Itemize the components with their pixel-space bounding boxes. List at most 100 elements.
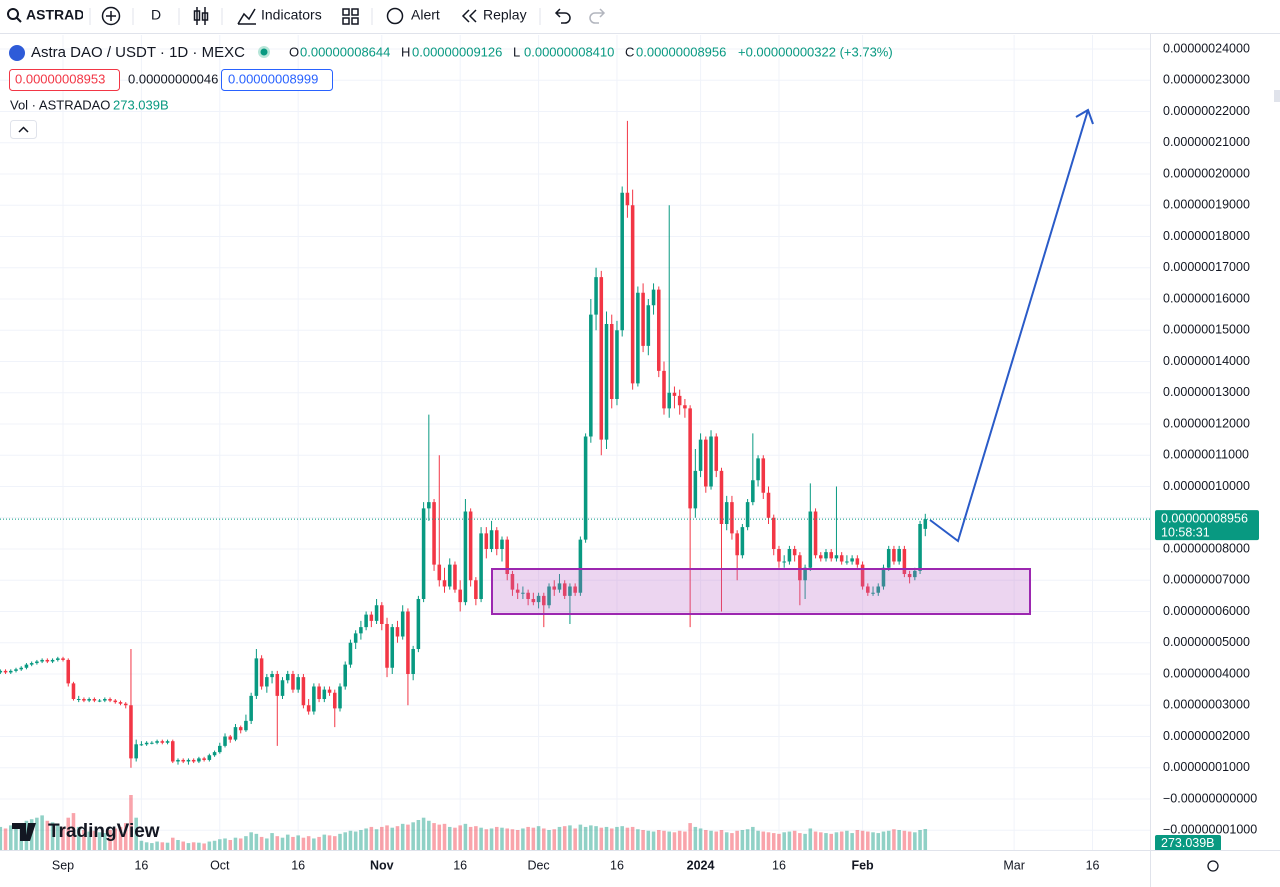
volume-bar bbox=[494, 826, 499, 850]
overlay: 0.00000024000 0.00000023000 0.00000022000 0… bbox=[0, 41, 1259, 872]
volume-bar bbox=[510, 829, 515, 850]
compare-button[interactable] bbox=[101, 6, 121, 26]
volume-bar bbox=[390, 827, 395, 850]
volume-bar bbox=[249, 832, 253, 850]
volume-bar bbox=[3, 828, 8, 850]
market-status bbox=[260, 48, 268, 56]
volume-bar bbox=[474, 826, 478, 850]
candle-body bbox=[411, 649, 415, 674]
symbol-logo bbox=[9, 45, 25, 61]
interval-button[interactable]: D bbox=[151, 7, 161, 23]
candle-body bbox=[437, 564, 442, 581]
y-tick-label: 0.00000005000 bbox=[1163, 635, 1250, 649]
candle-body bbox=[698, 439, 703, 471]
buy-button[interactable] bbox=[221, 69, 333, 91]
y-tick-label: 0.00000024000 bbox=[1163, 41, 1250, 55]
volume-bar bbox=[719, 830, 724, 850]
candle-body bbox=[118, 702, 123, 704]
candle-body bbox=[82, 699, 86, 701]
sell-button[interactable] bbox=[9, 69, 120, 91]
candle-body bbox=[463, 511, 468, 603]
redo-button[interactable] bbox=[589, 8, 606, 24]
layouts-button[interactable] bbox=[342, 8, 359, 25]
volume-bar bbox=[212, 840, 217, 850]
volume-bar bbox=[630, 826, 635, 850]
y-tick-label: −0.00000000000 bbox=[1163, 791, 1257, 805]
arrow-drawing[interactable] bbox=[929, 108, 1094, 543]
candle-body bbox=[87, 699, 91, 701]
y-tick-label: 0.00000007000 bbox=[1163, 573, 1250, 587]
volume-bar bbox=[338, 833, 342, 850]
x-tick-label: Feb bbox=[851, 858, 874, 872]
indicators-button[interactable]: Indicators bbox=[261, 7, 322, 23]
volume-bar bbox=[599, 827, 604, 850]
volume-bar bbox=[698, 828, 703, 850]
candle-body bbox=[8, 670, 13, 673]
candle-body bbox=[719, 470, 724, 524]
candle-body bbox=[745, 502, 750, 528]
symbol-search[interactable]: ASTRADAO bbox=[26, 7, 105, 23]
candle-body bbox=[322, 689, 327, 699]
candle-body bbox=[186, 759, 191, 762]
candle-body bbox=[61, 658, 65, 660]
ask-price[interactable]: 0.00000008999 bbox=[228, 71, 318, 86]
alert-icon[interactable] bbox=[386, 7, 404, 25]
candle-body bbox=[677, 395, 682, 406]
volume-bar bbox=[777, 833, 781, 850]
volume-bar bbox=[562, 826, 567, 850]
x-tick-label: 16 bbox=[453, 858, 467, 872]
candle-body bbox=[484, 533, 489, 549]
candle-body bbox=[568, 586, 572, 596]
brand-logo bbox=[12, 823, 36, 841]
alert-button[interactable]: Alert bbox=[411, 7, 440, 23]
candle-body bbox=[228, 736, 233, 740]
candle-body bbox=[207, 755, 212, 760]
volume-bar bbox=[771, 833, 776, 850]
x-tick-label: Mar bbox=[1003, 858, 1025, 872]
volume-bar bbox=[740, 830, 745, 850]
volume-bar bbox=[238, 838, 243, 850]
candle-body bbox=[259, 658, 264, 687]
candle-body bbox=[479, 533, 483, 599]
ohlc-value: 0.00000008956 bbox=[636, 44, 726, 59]
volume-bar bbox=[123, 823, 128, 850]
candle-body bbox=[453, 564, 457, 590]
candle-body bbox=[792, 549, 797, 556]
chart-type-button[interactable] bbox=[193, 7, 209, 25]
collapse-legend[interactable] bbox=[10, 120, 37, 139]
volume-bar bbox=[165, 842, 170, 850]
indicators-icon[interactable] bbox=[237, 8, 256, 25]
replay-icon[interactable] bbox=[461, 9, 477, 23]
candle-body bbox=[343, 664, 347, 687]
volume-bar bbox=[87, 831, 91, 850]
y-tick-label: 0.00000020000 bbox=[1163, 166, 1250, 180]
volume-bar bbox=[453, 827, 457, 850]
candle-body bbox=[521, 592, 525, 594]
undo-button[interactable] bbox=[554, 8, 571, 24]
volume-bar bbox=[280, 837, 285, 850]
volume-bar bbox=[343, 832, 347, 850]
settings-button[interactable] bbox=[1207, 860, 1219, 872]
volume-bar bbox=[766, 832, 771, 850]
legend-change: +0.00000000322 (+3.73%) bbox=[738, 44, 893, 59]
volume-bar bbox=[547, 830, 551, 850]
candle-body bbox=[693, 470, 698, 509]
zone-rectangle[interactable] bbox=[491, 568, 1031, 615]
bid-price[interactable]: 0.00000008953 bbox=[15, 71, 105, 86]
search-icon[interactable] bbox=[7, 8, 19, 20]
volume-legend-name: Vol · ASTRADAO bbox=[10, 97, 110, 112]
replay-button[interactable]: Replay bbox=[483, 7, 527, 23]
candle-body bbox=[526, 592, 530, 599]
ohlc-value: 0.00000008410 bbox=[524, 44, 614, 59]
candle-body bbox=[50, 659, 55, 662]
volume-bar bbox=[97, 832, 102, 850]
candle-body bbox=[860, 564, 865, 587]
candle-body bbox=[92, 699, 97, 701]
candle-body bbox=[531, 599, 536, 603]
candle-body bbox=[740, 527, 745, 556]
candle-body bbox=[76, 699, 81, 700]
candle-body bbox=[547, 586, 551, 606]
x-tick-label: Sep bbox=[52, 858, 74, 872]
last-volume-label: 273.039B bbox=[1161, 836, 1215, 850]
